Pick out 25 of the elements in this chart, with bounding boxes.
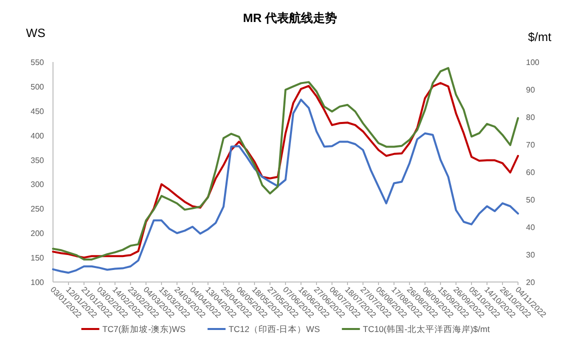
y2-tick-label: 60 — [526, 168, 536, 177]
y2-tick-label: 40 — [526, 223, 536, 232]
y-tick-label: 250 — [30, 204, 45, 214]
y2-tick-label: 80 — [526, 113, 536, 122]
y-tick-label: 100 — [30, 278, 45, 287]
y-tick-label: 500 — [30, 82, 45, 92]
y2-tick-label: 100 — [526, 58, 540, 67]
y2-tick-label: 70 — [526, 140, 536, 150]
y2-tick-label: 90 — [526, 86, 536, 94]
y-tick-label: 150 — [30, 254, 45, 263]
chart-title: MR 代表航线走势 — [243, 11, 337, 25]
y2-tick-label: 50 — [526, 196, 536, 204]
y-tick-label: 550 — [30, 58, 45, 67]
y2-axis-title: $/mt — [528, 30, 552, 44]
y-axis-title: WS — [26, 26, 46, 40]
y-tick-label: 400 — [30, 131, 45, 140]
y2-tick-label: 20 — [526, 278, 536, 287]
y-tick-label: 350 — [30, 156, 45, 165]
legend-label: TC7(新加坡-澳东)WS — [102, 324, 186, 334]
y-tick-label: 450 — [30, 106, 45, 116]
y2-tick-label: 30 — [526, 250, 536, 260]
legend-label: TC12（印西-日本）WS — [228, 324, 320, 334]
legend-label: TC10(韩国-北太平洋西海岸)$/mt — [362, 324, 490, 334]
y-tick-label: 200 — [30, 229, 45, 238]
y-tick-label: 300 — [30, 180, 45, 190]
